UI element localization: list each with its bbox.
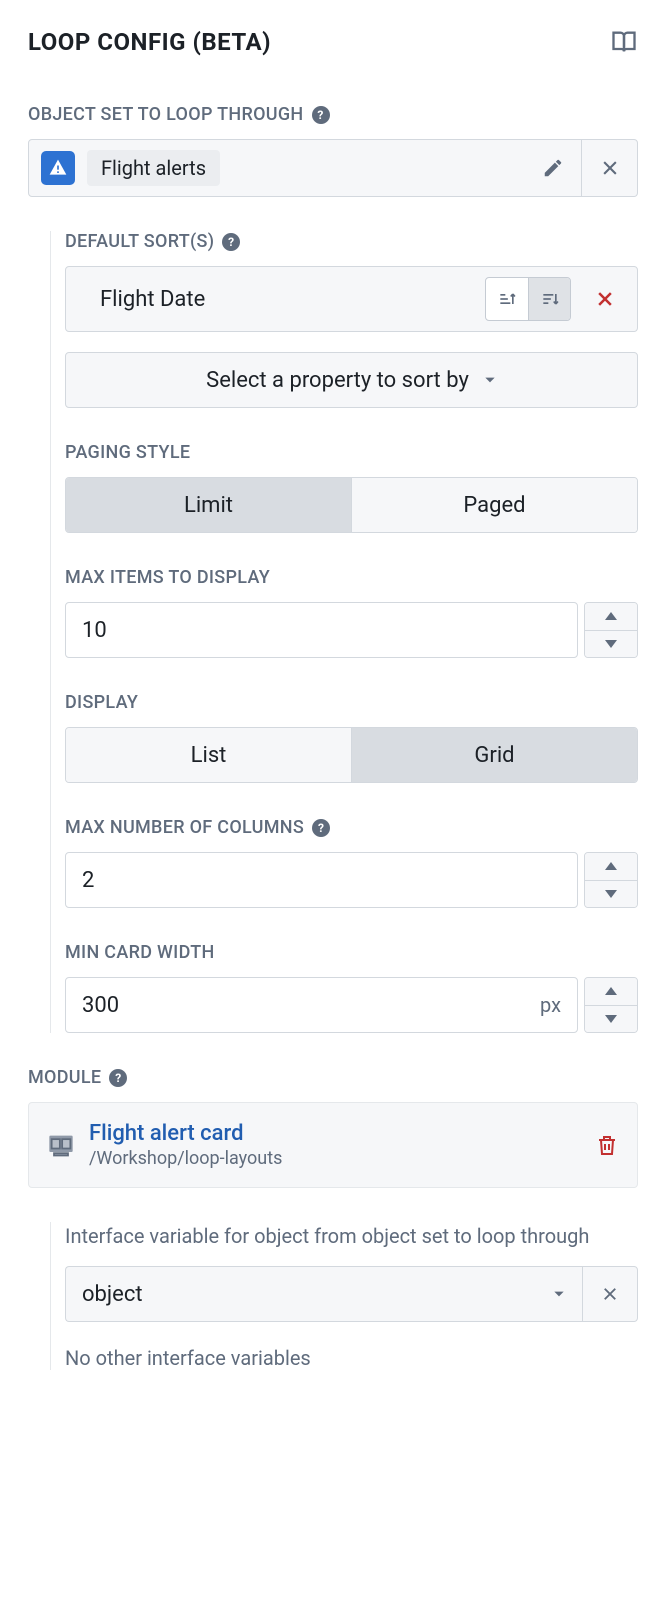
sort-row: Flight Date [65, 266, 638, 332]
display-section: DISPLAY List Grid [65, 692, 638, 783]
object-set-row: Flight alerts [28, 139, 638, 197]
no-other-vars-text: No other interface variables [65, 1346, 638, 1370]
max-cols-input[interactable]: 2 [65, 852, 578, 908]
clear-button[interactable] [581, 140, 637, 196]
sort-asc-button[interactable] [486, 278, 528, 320]
module-icon [47, 1131, 75, 1159]
add-sort-dropdown[interactable]: Select a property to sort by [65, 352, 638, 408]
sort-desc-button[interactable] [528, 278, 570, 320]
object-set-main[interactable]: Flight alerts [29, 140, 525, 196]
step-down-button[interactable] [585, 630, 637, 658]
sort-property[interactable]: Flight Date [100, 287, 475, 312]
delete-module-button[interactable] [595, 1133, 619, 1157]
help-icon[interactable]: ? [222, 233, 240, 251]
alert-icon [41, 151, 75, 185]
help-icon[interactable]: ? [312, 819, 330, 837]
panel-header: LOOP CONFIG (BETA) [28, 28, 638, 56]
max-cols-stepper [584, 852, 638, 908]
display-label: DISPLAY [65, 692, 638, 713]
paging-paged-button[interactable]: Paged [351, 478, 637, 532]
step-down-button[interactable] [585, 1005, 637, 1033]
edit-button[interactable] [525, 140, 581, 196]
step-up-button[interactable] [585, 603, 637, 630]
paging-style-label: PAGING STYLE [65, 442, 638, 463]
object-set-label: OBJECT SET TO LOOP THROUGH ? [28, 104, 638, 125]
min-card-width-stepper [584, 977, 638, 1033]
paging-limit-button[interactable]: Limit [66, 478, 351, 532]
interface-var-select[interactable]: object [65, 1266, 582, 1322]
help-icon[interactable]: ? [109, 1069, 127, 1087]
module-card[interactable]: Flight alert card /Workshop/loop-layouts [28, 1102, 638, 1188]
chevron-down-icon [483, 373, 497, 387]
module-section: MODULE ? Flight alert card /Workshop/loo… [28, 1067, 638, 1188]
max-items-label: MAX ITEMS TO DISPLAY [65, 567, 638, 588]
interface-var-section: Interface variable for object from objec… [50, 1222, 638, 1370]
module-label: MODULE ? [28, 1067, 638, 1088]
display-list-button[interactable]: List [66, 728, 351, 782]
default-sort-label: DEFAULT SORT(S) ? [65, 231, 638, 252]
max-items-stepper [584, 602, 638, 658]
module-info: Flight alert card /Workshop/loop-layouts [89, 1121, 581, 1169]
min-card-width-section: MIN CARD WIDTH 300 px [65, 942, 638, 1033]
object-chip: Flight alerts [87, 150, 220, 186]
sort-direction-toggle [485, 277, 571, 321]
panel-title: LOOP CONFIG (BETA) [28, 28, 271, 56]
step-up-button[interactable] [585, 978, 637, 1005]
paging-style-section: PAGING STYLE Limit Paged [65, 442, 638, 533]
module-path: /Workshop/loop-layouts [89, 1148, 581, 1169]
interface-var-row: object [65, 1266, 638, 1322]
max-cols-label: MAX NUMBER OF COLUMNS ? [65, 817, 638, 838]
max-items-input[interactable]: 10 [65, 602, 578, 658]
max-items-section: MAX ITEMS TO DISPLAY 10 [65, 567, 638, 658]
paging-style-toggle: Limit Paged [65, 477, 638, 533]
step-up-button[interactable] [585, 853, 637, 880]
sort-section: DEFAULT SORT(S) ? Flight Date [50, 231, 638, 1033]
interface-var-clear-button[interactable] [582, 1266, 638, 1322]
display-toggle: List Grid [65, 727, 638, 783]
max-cols-section: MAX NUMBER OF COLUMNS ? 2 [65, 817, 638, 908]
remove-sort-button[interactable] [581, 289, 621, 309]
help-icon[interactable]: ? [312, 106, 330, 124]
chevron-down-icon [552, 1287, 566, 1301]
interface-var-label: Interface variable for object from objec… [65, 1222, 638, 1250]
min-card-width-input[interactable]: 300 px [65, 977, 578, 1033]
config-panel: LOOP CONFIG (BETA) OBJECT SET TO LOOP TH… [0, 0, 666, 1398]
min-card-width-label: MIN CARD WIDTH [65, 942, 638, 963]
module-title: Flight alert card [89, 1121, 581, 1146]
docs-icon[interactable] [610, 28, 638, 56]
display-grid-button[interactable]: Grid [351, 728, 637, 782]
step-down-button[interactable] [585, 880, 637, 908]
unit-label: px [540, 993, 561, 1017]
